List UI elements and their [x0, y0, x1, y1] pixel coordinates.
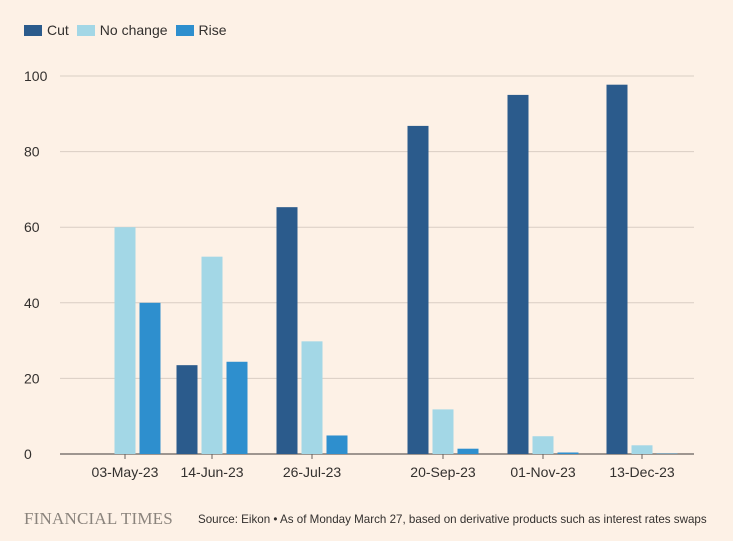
legend-label-cut: Cut — [47, 22, 69, 38]
bar-rise — [226, 361, 248, 454]
bar-no-change — [532, 436, 554, 454]
bar-cut — [507, 94, 529, 455]
legend-item-rise: Rise — [175, 22, 227, 38]
bar-rise — [326, 435, 348, 454]
chart-legend: Cut No change Rise — [24, 22, 235, 38]
bar-chart: 0 20 40 60 80 100 03-May-23 14-Jun-23 26-Jul-23 2… — [24, 68, 694, 480]
bar-cut — [407, 125, 429, 455]
bar-rise — [557, 452, 579, 454]
bar-cut — [606, 84, 628, 454]
x-tick-label: 13-Dec-23 — [609, 464, 675, 480]
legend-swatch-cut — [24, 24, 42, 36]
x-tick-label: 03-May-23 — [92, 464, 159, 480]
bar-cut — [176, 365, 198, 454]
y-tick-label: 80 — [24, 144, 40, 160]
bar-no-change — [114, 227, 136, 454]
source-note: Source: Eikon • As of Monday March 27, b… — [198, 513, 707, 526]
brand-logo: FINANCIAL TIMES — [24, 509, 173, 528]
bar-no-change — [432, 409, 454, 454]
x-tick-label: 26-Jul-23 — [283, 464, 342, 480]
bar-rise — [139, 302, 161, 454]
legend-swatch-rise — [175, 24, 194, 36]
bar-rise — [457, 448, 479, 454]
y-tick-label: 40 — [24, 295, 40, 311]
legend-swatch-no-change — [76, 24, 95, 36]
legend-label-no-change: No change — [99, 22, 168, 38]
x-tick-label: 01-Nov-23 — [510, 464, 576, 480]
y-tick-label: 0 — [24, 446, 32, 462]
bar-no-change — [301, 341, 323, 454]
legend-item-no-change: No change — [76, 22, 168, 38]
legend-item-cut: Cut — [24, 22, 69, 38]
y-tick-label: 60 — [24, 219, 40, 235]
bar-no-change — [201, 256, 223, 454]
bar-cut — [276, 207, 298, 454]
legend-label-rise: Rise — [198, 22, 227, 38]
y-tick-label: 20 — [24, 370, 40, 386]
x-tick-label: 20-Sep-23 — [410, 464, 476, 480]
y-tick-label: 100 — [24, 68, 48, 84]
x-tick-label: 14-Jun-23 — [180, 464, 243, 480]
bar-no-change — [631, 445, 653, 454]
